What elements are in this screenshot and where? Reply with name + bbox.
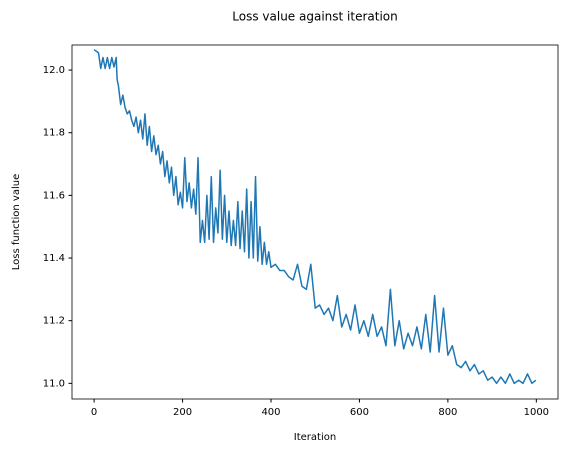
x-tick-label: 0 [91,407,97,418]
x-tick-label: 800 [438,407,457,418]
y-tick-label: 11.6 [43,190,65,201]
x-axis-label: Iteration [294,432,336,443]
y-tick-label: 11.2 [43,316,65,327]
y-axis-label: Loss function value [11,174,22,270]
plot-frame [71,44,559,400]
x-tick-label: 1000 [524,407,549,418]
y-tick-label: 11.0 [43,378,65,389]
x-tick-label: 600 [350,407,369,418]
y-tick-label: 11.4 [43,253,65,264]
y-tick-label: 12.0 [43,65,65,76]
line [93,49,537,385]
x-tick-label: 200 [173,407,192,418]
chart-title: Loss value against iteration [232,10,397,24]
y-tick-label: 11.8 [43,128,65,139]
x-tick-label: 400 [261,407,280,418]
